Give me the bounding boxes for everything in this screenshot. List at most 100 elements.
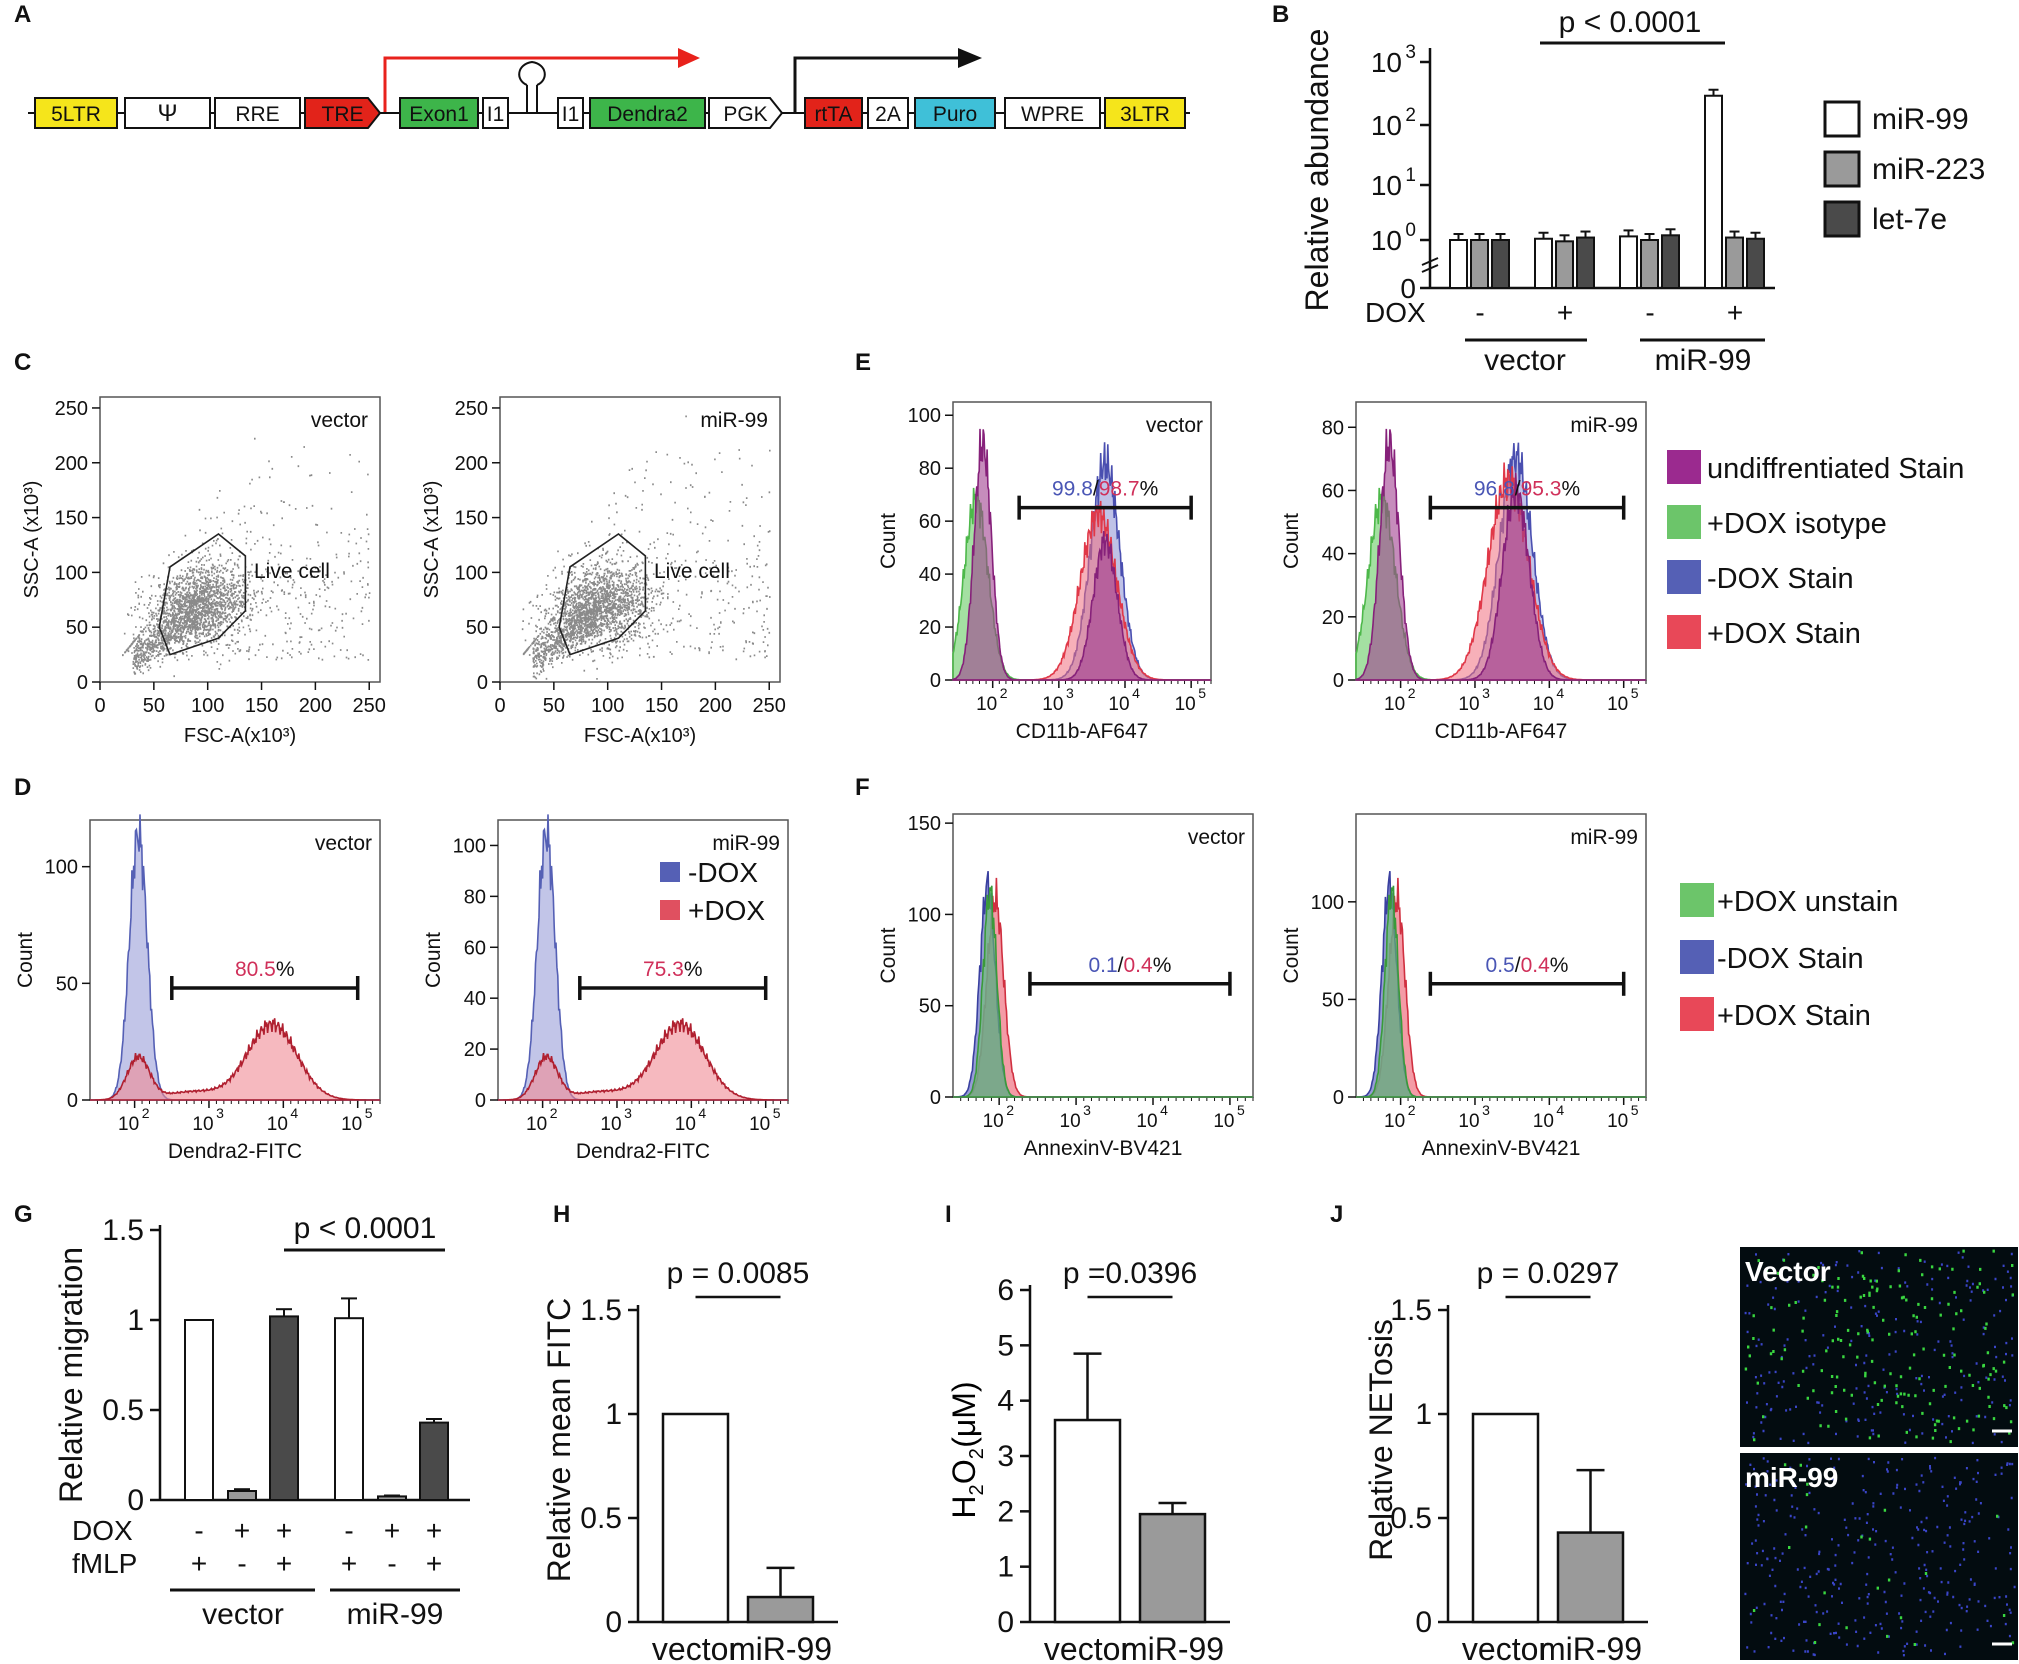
e1-gate-percent: 99.8/98.7% [1052,478,1158,501]
c-x-tick-label: 250 [753,695,786,717]
b-bar-miR-223 [1725,236,1744,290]
g-dox-sign: + [276,1515,292,1546]
d1-x-tick-label: 10 [118,1114,139,1135]
g-bar-1 [227,1490,257,1501]
panel-letter-d: D [14,774,31,801]
panel-letter-e: E [855,349,871,376]
construct-dendra2-box [589,97,706,129]
g-fmlp-sign: - [387,1548,396,1579]
f1-y-tick-label: 100 [908,904,941,926]
j-net-green-1 [1752,1463,2015,1646]
b-y-tick-label: 10 [1371,47,1402,78]
b-dox-sign: + [1727,297,1743,328]
e1-x-tick-label: 10 [1042,694,1063,715]
g-dox-sign: + [234,1515,250,1546]
j-x-label-vector: vector [1462,1631,1549,1664]
d1-x-tick-exp: 4 [290,1105,298,1121]
construct-rttta-box [804,97,863,129]
d2-y-tick-label: 20 [464,1039,486,1061]
c-live-gate [558,533,647,656]
b-y-tick-label: 10 [1371,110,1402,141]
b-y-tick-label: 10 [1371,170,1402,201]
g-fmlp-sign: + [276,1548,292,1579]
construct-i1-b-box [557,97,584,129]
d2-y-tick-label: 80 [464,886,486,908]
b-y-tick-exp: 1 [1405,165,1416,186]
construct-rttta-label: rtTA [814,103,852,126]
panel-letter-b: B [1272,1,1289,28]
b-legend-swatch-1 [1823,150,1861,188]
b-legend-label-2: let-7e [1872,203,1947,236]
construct-wpre-box [1004,97,1101,129]
f1-x-label: AnnexinV-BV421 [1024,1137,1183,1160]
f2-sample-label: miR-99 [1570,826,1638,849]
c-sample-label: miR-99 [700,409,768,432]
d1-x-tick-label: 10 [192,1114,213,1135]
j-pvalue: p = 0.0297 [1477,1257,1620,1290]
j-micrograph-1 [1740,1453,2018,1660]
e2-histogram-undifferentiated-stain [1355,428,1646,681]
e1-gate-percent-part: / [1093,478,1099,501]
e1-y-tick-label: 0 [930,670,941,692]
e1-x-tick-label: 10 [1175,694,1196,715]
f2-x-tick-label: 10 [1458,1111,1479,1132]
d2-y-tick-label: 0 [475,1090,486,1112]
c-y-tick-label: 200 [455,453,488,475]
e1-x-tick-label: 10 [976,694,997,715]
c-x-label: FSC-A(x10³) [184,725,296,747]
e1-y-tick-label: 100 [908,405,941,427]
h-pvalue: p = 0.0085 [667,1257,810,1290]
h-y-label: Relative mean FITC [541,1298,577,1583]
g-dox-sign: - [344,1515,353,1546]
panel-letter-h: H [553,1201,570,1228]
e2-gate-percent-part: % [1561,478,1580,501]
d2-y-tick-label: 100 [453,835,486,857]
f1-y-tick-label: 50 [919,996,941,1018]
e1-x-tick-exp: 3 [1066,685,1074,701]
j-y-tick-label: 0 [1415,1606,1432,1639]
d-legend-label-1: +DOX [688,895,765,926]
j-image-label-1: miR-99 [1745,1462,1838,1493]
e2-x-tick-exp: 2 [1408,685,1416,701]
f1-y-tick-label: 0 [930,1087,941,1109]
c-x-tick-label: 100 [191,695,224,717]
e2-x-tick-label: 10 [1384,694,1405,715]
d2-gate-percent: 75.3% [643,958,703,981]
e2-y-tick-label: 60 [1322,480,1344,502]
b-axis-break [1421,257,1439,266]
g-bar-5 [419,1421,449,1501]
f1-x-tick-label: 10 [1213,1111,1234,1132]
c-gate-label: Live cell [654,560,730,583]
i-x-label-vector: vector [1044,1631,1131,1664]
f1-gate-percent-part: 0.1 [1088,954,1117,977]
g-bar-3 [334,1317,364,1501]
panel-letter-j: J [1330,1201,1343,1228]
c-x-tick-label: 100 [591,695,624,717]
e-legend-swatch-1 [1667,505,1701,539]
f1-sample-label: vector [1188,826,1245,849]
j-micrograph-0 [1740,1247,2018,1447]
c-scatter-points [122,437,371,678]
construct-i1-a-label: I1 [487,103,505,126]
e2-y-tick-label: 40 [1322,544,1344,566]
h-x-label-miR-99: miR-99 [729,1631,832,1664]
d2-x-tick-exp: 4 [698,1105,706,1121]
d1-gate-percent-part: 80.5 [235,958,276,981]
j-bar-miR-99 [1556,1531,1625,1624]
c-y-tick-label: 150 [455,508,488,530]
panel-c-scatter: 0 50 100 150 200 250 0 50 100 150 200 250 FSC-A(x10³… [21,396,786,747]
e1-y-tick-label: 60 [919,511,941,533]
d2-x-label: Dendra2-FITC [576,1140,710,1163]
f-legend-label-1: -DOX Stain [1717,943,1864,975]
f2-gate-percent: 0.5/0.4% [1486,954,1569,977]
g-fmlp-sign: + [341,1548,357,1579]
d1-sample-label: vector [315,832,372,855]
c-x-label: FSC-A(x10³) [584,725,696,747]
construct-5ltr-label: 5LTR [51,103,101,126]
pgk-promoter-arrow [793,56,960,112]
b-bar-miR-223 [1640,239,1659,289]
d2-x-tick-exp: 5 [773,1105,781,1121]
d2-x-tick-label: 10 [600,1114,621,1135]
f-legend-swatch-0 [1680,883,1714,917]
g-y-tick-label: 1.5 [102,1214,144,1247]
